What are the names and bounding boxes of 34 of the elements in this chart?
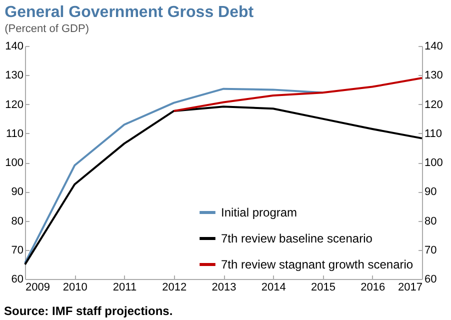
y-tick-label: 120: [5, 98, 24, 111]
y2-tick-label: 100: [424, 157, 443, 169]
x-tick-label: 2013: [212, 282, 236, 294]
legend-label: 7th review baseline scenario: [221, 232, 373, 246]
y-tick-label: 130: [5, 70, 24, 82]
y-tick-label: 140: [5, 40, 24, 52]
source-note: Source: IMF staff projections.: [3, 304, 174, 318]
x-tick-label: 2009: [26, 282, 50, 294]
x-tick-label: 2016: [360, 282, 386, 294]
y2-tick-label: 110: [424, 128, 442, 140]
x-tick-label: 2011: [112, 282, 137, 294]
x-tick-label: 2012: [162, 282, 187, 294]
y-tick-label: 80: [11, 215, 24, 228]
y2-tick-label: 130: [424, 70, 443, 82]
x-tick-label: 2015: [311, 282, 336, 294]
line-series: [172, 77, 423, 112]
y-tick-label: 90: [11, 186, 24, 198]
y2-tick-label: 70: [424, 244, 437, 256]
y2-tick-label: 60: [424, 274, 437, 286]
legend-label: 7th review stagnant growth scenario: [221, 258, 414, 272]
y-tick-label: 110: [6, 128, 24, 140]
y2-tick-label: 120: [424, 98, 443, 111]
x-tick-label: 2017: [398, 282, 422, 294]
x-tick-label: 2014: [261, 282, 286, 294]
y2-tick-label: 140: [424, 40, 443, 52]
legend-label: Initial program: [221, 206, 298, 220]
y2-tick-label: 90: [424, 186, 437, 198]
x-tick-label: 2010: [62, 282, 88, 294]
chart-subtitle: (Percent of GDP): [4, 23, 90, 35]
chart-title: General Government Gross Debt: [4, 4, 254, 21]
y-tick-label: 70: [11, 244, 24, 256]
y2-tick-label: 80: [424, 215, 437, 228]
y-tick-label: 100: [5, 157, 24, 169]
y-tick-label: 60: [11, 274, 24, 286]
